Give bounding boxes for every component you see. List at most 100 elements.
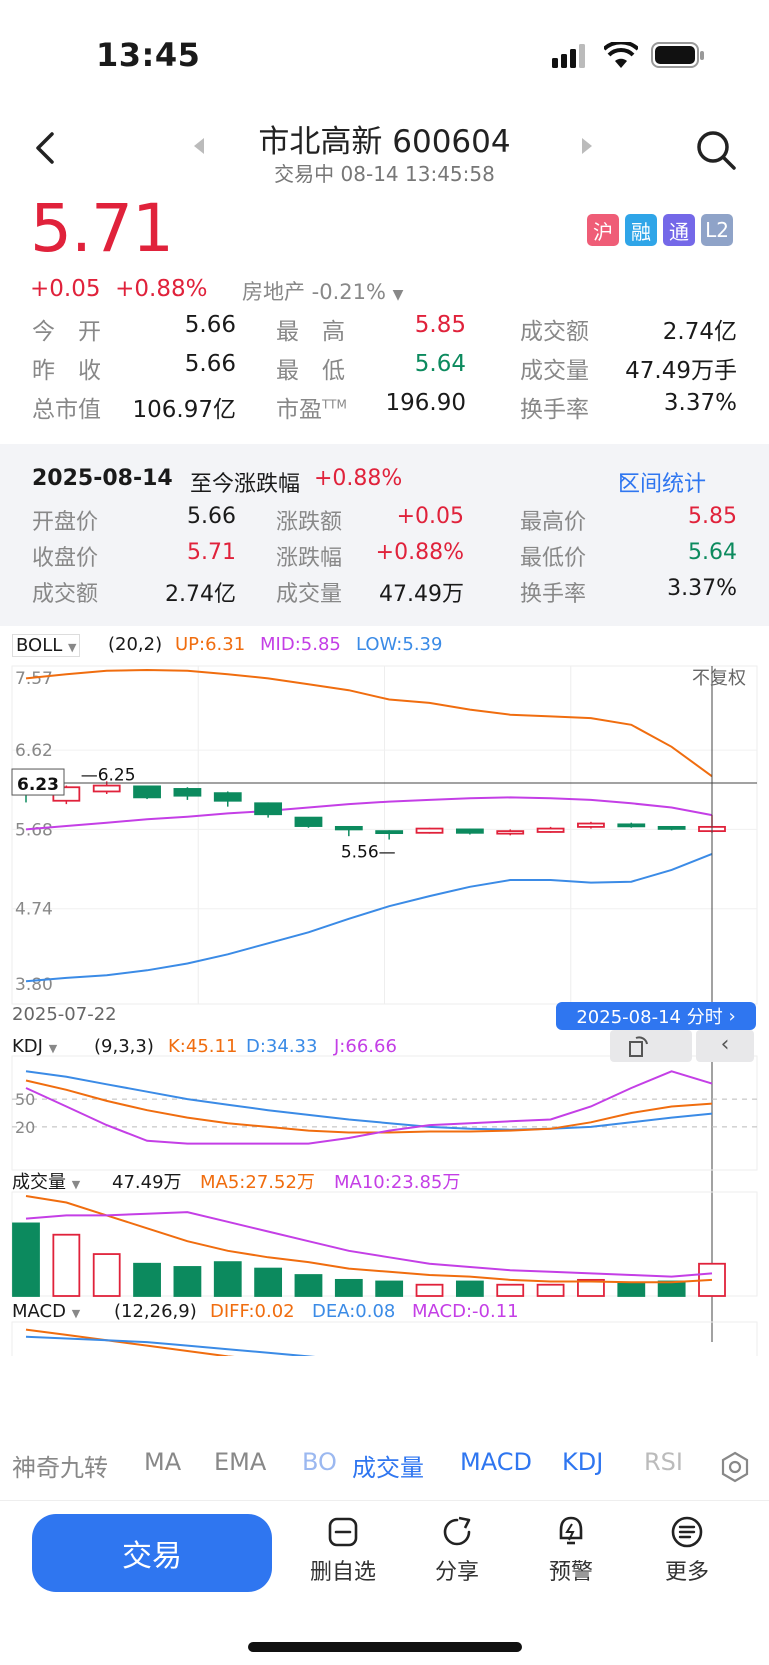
alert-icon (559, 1516, 583, 1545)
back-icon[interactable] (30, 128, 60, 168)
period-stat-label: 涨跌额 (276, 510, 343, 535)
stat-label: 市盈TTM (276, 397, 347, 423)
fq-toggle[interactable]: 不复权 (692, 668, 746, 689)
period-stat-label: 收盘价 (32, 546, 99, 571)
kdj-d-line (25, 1070, 713, 1131)
market-badges: 沪融通 L2 (587, 214, 733, 246)
vol-ma5-line (25, 1195, 713, 1284)
action-remove-watchlist[interactable]: 删自选 (298, 1514, 388, 1586)
period-date: 2025-08-14 (32, 466, 173, 491)
volume-bar (334, 1278, 363, 1297)
search-icon[interactable] (694, 128, 738, 172)
stat-label: 换手率 (520, 397, 589, 423)
candle (213, 792, 242, 802)
period-stat-value: 5.64 (688, 540, 737, 565)
high-mark-label: —6.25 (81, 765, 136, 785)
period-stat-value: 47.49万 (379, 582, 464, 607)
period-stat-value: 5.71 (187, 540, 236, 565)
range-stats-label: 区间统计 (618, 472, 707, 497)
trade-button[interactable]: 交易 (32, 1514, 272, 1592)
period-label: 至今涨跌幅 (190, 472, 301, 497)
stock-title: 市北高新 600604 (258, 124, 511, 160)
boll-up-line (25, 668, 713, 778)
boll-up: UP:6.31 (175, 634, 246, 655)
stats-row: 今 开 5.66 最 高 5.85 成交额 2.74亿 (32, 312, 737, 350)
kdj-d: D:34.33 (246, 1036, 318, 1057)
macd-selector[interactable]: MACD ▼ (12, 1301, 80, 1322)
y-tick-label: 6.62 (15, 741, 53, 761)
volume-bar (617, 1282, 646, 1297)
indicator-tab[interactable]: RSI (644, 1448, 683, 1476)
vol-panel-frame (11, 1191, 758, 1297)
candle (254, 802, 283, 816)
more-icon (671, 1516, 703, 1548)
start-date-label: 2025-07-22 (12, 1004, 117, 1025)
volume-bar (213, 1261, 242, 1297)
change-amount: +0.05 (30, 276, 101, 302)
indicator-tab[interactable]: EMA (214, 1448, 267, 1476)
intraday-button[interactable]: 2025-08-14 分时 › (556, 1002, 756, 1030)
period-stat-value: 2.74亿 (165, 582, 236, 607)
volume-bar (52, 1233, 81, 1297)
stat-label: 今 开 (32, 319, 101, 345)
share-icon (443, 1516, 471, 1546)
stat-label: 成交额 (520, 319, 589, 345)
action-alert[interactable]: 预警 (526, 1514, 616, 1586)
vol-value: 47.49万 (112, 1172, 182, 1193)
y-tick-label: 7.57 (15, 669, 53, 689)
period-stats: 2025-08-14 至今涨跌幅 +0.88% 区间统计 › 开盘价 5.66 涨跌… (0, 444, 769, 626)
volume-bar (375, 1280, 404, 1297)
boll-params: (20,2) (108, 634, 163, 655)
kline-chart[interactable]: 7.57 6.62 5.68 4.74 3.80 6.23 —6.25 5.56— 50 20 (0, 626, 769, 1356)
indicator-tab[interactable]: MACD (460, 1448, 532, 1476)
indicator-tab[interactable]: 神奇九转 (12, 1454, 108, 1482)
kdj-k-line (25, 1079, 713, 1134)
period-stat-value: 5.66 (187, 504, 236, 529)
candle (577, 822, 605, 828)
volume-bar (536, 1283, 565, 1297)
wifi-icon (604, 42, 638, 68)
indicator-tab[interactable]: KDJ (562, 1448, 604, 1476)
market-badge: 沪 (587, 214, 619, 246)
chevron-left-icon: ‹ (720, 1032, 730, 1057)
macd-hist: MACD:-0.11 (412, 1301, 519, 1322)
candle (173, 788, 202, 797)
prev-stock-icon[interactable] (194, 138, 204, 154)
indicator-tab[interactable]: MA (144, 1448, 182, 1476)
boll-low: LOW:5.39 (356, 634, 443, 655)
macd-dea-line (25, 1328, 235, 1356)
y-tick-label: 3.80 (15, 975, 53, 995)
y-tick-label: 4.74 (15, 900, 53, 920)
rotate-button[interactable] (610, 1030, 692, 1062)
indicator-tab[interactable]: 成交量 (352, 1454, 424, 1482)
period-stat-label: 最高价 (520, 510, 587, 535)
stat-value: 5.66 (184, 351, 236, 377)
boll-mid-line (25, 796, 713, 831)
candle (617, 823, 646, 828)
home-indicator (248, 1642, 522, 1652)
boll-selector[interactable]: BOLL ▼ (12, 634, 81, 657)
caret-down-icon: ▼ (68, 641, 77, 654)
vol-selector[interactable]: 成交量 ▼ (12, 1168, 80, 1194)
next-stock-icon[interactable] (582, 138, 592, 154)
action-more[interactable]: 更多 (642, 1514, 732, 1586)
crosshair-value-box (11, 768, 65, 796)
indicator-tab[interactable]: BO (302, 1448, 337, 1476)
market-badge: 通 (663, 214, 695, 246)
industry-label: 房地产 -0.21% (242, 280, 386, 304)
market-badge: L2 (701, 214, 733, 246)
current-price: 5.71 (30, 190, 174, 267)
settings-icon[interactable] (718, 1450, 752, 1484)
period-stat-label: 成交额 (32, 582, 99, 607)
kdj-tick: 50 (15, 1090, 35, 1109)
stat-label: 成交量 (520, 358, 589, 384)
macd-diff: DIFF:0.02 (210, 1301, 295, 1322)
candle (294, 816, 323, 827)
industry-change[interactable]: 房地产 -0.21% ▼ (242, 276, 403, 306)
collapse-button[interactable]: ‹ (696, 1030, 754, 1062)
kdj-selector[interactable]: KDJ ▼ (12, 1036, 57, 1057)
crosshair-value: 6.23 (17, 775, 59, 795)
stat-value: 106.97亿 (132, 397, 236, 423)
vol-name: 成交量 (12, 1172, 66, 1193)
action-share[interactable]: 分享 (412, 1514, 502, 1586)
